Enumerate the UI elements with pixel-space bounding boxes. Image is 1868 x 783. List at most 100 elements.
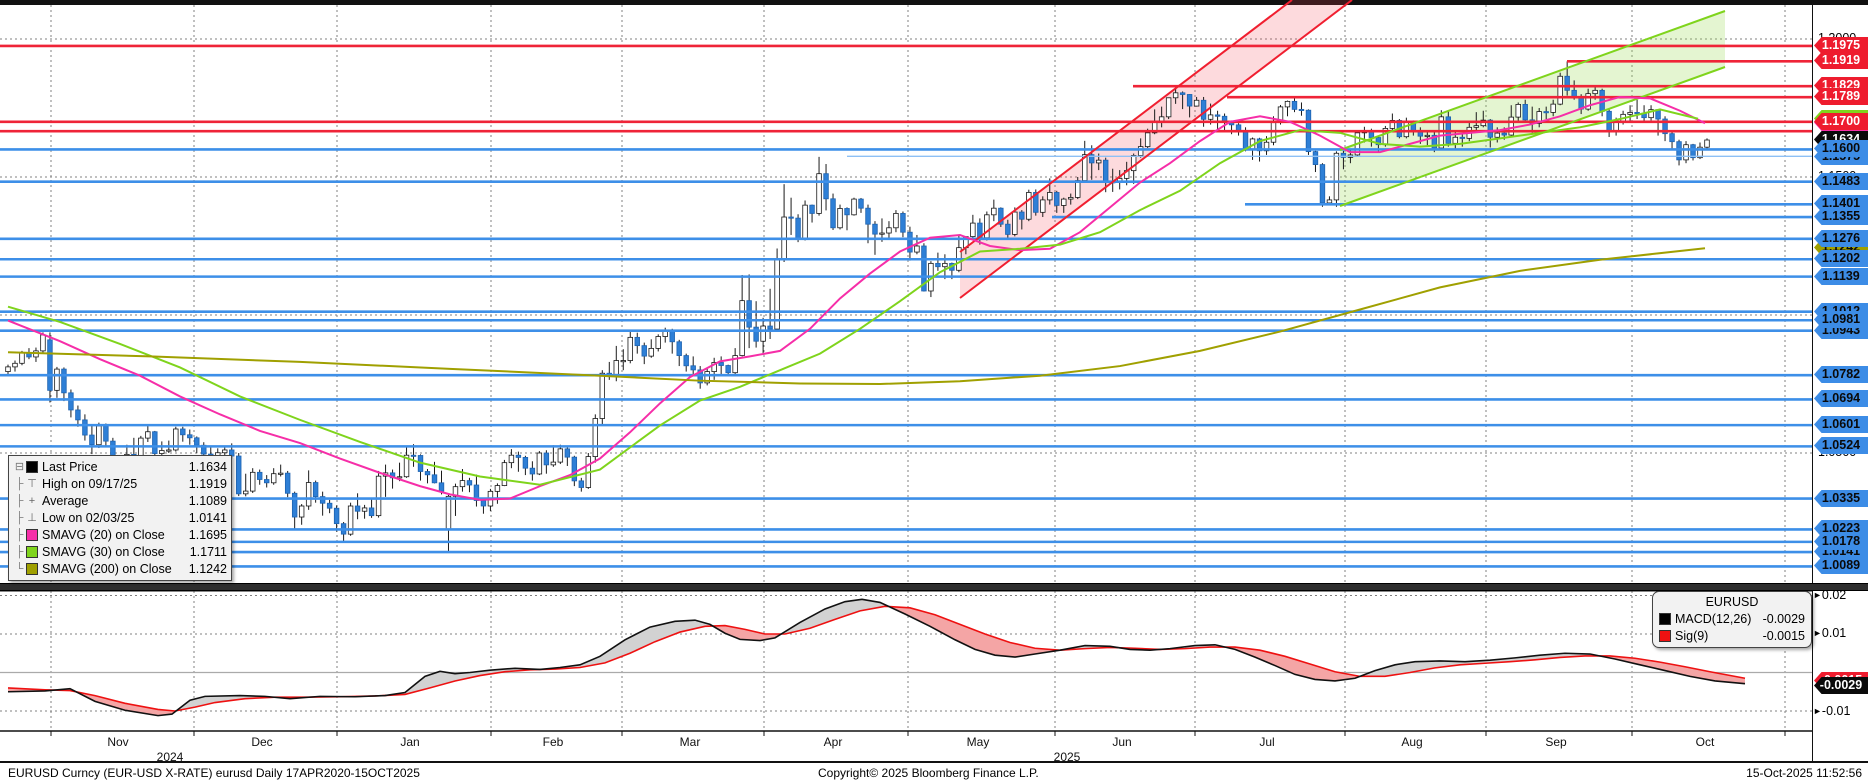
candle-body — [879, 232, 885, 235]
macd-line — [7, 598, 1746, 717]
candle-body — [243, 490, 249, 495]
macd-fill — [728, 626, 732, 637]
candle-body — [194, 437, 200, 446]
legend-marker-icon: ⊤ — [27, 478, 37, 490]
legend-label: High on 09/17/25 — [42, 476, 138, 491]
legend-label: Low on 02/03/25 — [42, 510, 135, 525]
macd-fill — [108, 698, 112, 707]
price-axis-label: 1.1600 — [1814, 140, 1868, 157]
candle-body — [1214, 114, 1221, 117]
candle-body — [1431, 134, 1438, 149]
chart-plot-area[interactable] — [0, 0, 1812, 761]
macd-fill — [112, 699, 116, 708]
candle-body — [669, 330, 675, 343]
price-axis-label: 1.1139 — [1814, 268, 1868, 285]
macd-fill — [828, 606, 832, 622]
macd-fill — [656, 624, 660, 642]
macd-fill — [1676, 665, 1680, 675]
candle-body — [466, 480, 473, 486]
macd-fill — [956, 622, 960, 643]
macd-fill — [844, 601, 848, 617]
candle-body — [1515, 104, 1521, 118]
candle-body — [1592, 89, 1598, 95]
candle-body — [1501, 132, 1507, 136]
macd-legend-title: EURUSD — [1705, 595, 1759, 609]
macd-legend-label: MACD(12,26) — [1675, 611, 1752, 626]
macd-fill — [1428, 661, 1432, 670]
macd-fill — [1384, 666, 1388, 677]
macd-fill — [1644, 659, 1648, 667]
macd-fill — [1296, 659, 1300, 676]
macd-fill — [928, 612, 932, 628]
macd-fill — [764, 633, 768, 640]
candle-body — [921, 245, 927, 292]
macd-fill — [148, 707, 152, 715]
candle-body — [536, 452, 543, 475]
axis-tick-arrow-icon: ► — [1813, 706, 1822, 716]
candle-body — [886, 227, 892, 234]
candle-body — [1662, 118, 1668, 135]
macd-fill — [1688, 667, 1692, 677]
macd-fill — [640, 630, 644, 649]
candle-body — [788, 216, 794, 219]
macd-fill — [1292, 658, 1296, 675]
sma20-line — [7, 95, 1706, 501]
candle-body — [732, 355, 738, 374]
legend-marker-icon: + — [28, 494, 36, 507]
candle-body — [431, 474, 438, 484]
candle-body — [1389, 120, 1396, 129]
macd-fill — [1388, 665, 1392, 676]
candle-body — [270, 473, 277, 484]
timestamp-text: 15-Oct-2025 11:52:56 — [1746, 766, 1862, 780]
macd-fill — [604, 651, 608, 664]
macd-fill — [1680, 665, 1684, 675]
candle-body — [634, 336, 640, 347]
macd-fill — [624, 638, 628, 656]
price-axis-label: 1.1202 — [1814, 250, 1868, 267]
candle-body — [145, 431, 151, 439]
macd-fill — [216, 696, 220, 703]
macd-fill — [872, 601, 876, 609]
candle-body — [54, 368, 60, 391]
macd-fill — [1340, 672, 1344, 681]
macd-fill — [1648, 660, 1652, 668]
macd-fill — [1308, 663, 1312, 679]
candle-body — [40, 334, 46, 352]
macd-fill — [1324, 668, 1328, 681]
price-axis-label: 1.1789 — [1814, 88, 1868, 105]
macd-fill — [1280, 655, 1284, 670]
candle-body — [368, 507, 375, 517]
macd-fill — [1540, 654, 1544, 660]
macd-fill — [196, 697, 200, 707]
macd-fill — [1436, 660, 1440, 668]
macd-fill — [932, 613, 936, 630]
macd-fill — [1020, 644, 1024, 657]
macd-legend-box[interactable]: EURUSD MACD(12,26) -0.0029 Sig(9) -0.0015 — [1652, 591, 1812, 648]
macd-fill — [448, 672, 452, 683]
legend-row: ├ ⊥ Low on 02/03/25 1.0141 — [13, 509, 227, 526]
candle-body — [627, 336, 633, 361]
candle-body — [613, 360, 619, 375]
macd-fill — [992, 636, 996, 656]
candle-body — [564, 448, 571, 458]
legend-label: SMAVG (200) on Close — [42, 561, 172, 576]
candle-body — [68, 392, 74, 411]
price-axis-label: 1.0981 — [1814, 311, 1868, 328]
price-axis-label: 1.0524 — [1814, 437, 1868, 454]
macd-legend-row: Sig(9) -0.0015 — [1659, 627, 1805, 644]
legend-expander-icon[interactable]: ⊟ — [14, 461, 25, 473]
price-legend-box[interactable]: ⊟ Last Price 1.1634 ├ ⊤ High on 09/17/25 1.191… — [8, 455, 232, 581]
legend-tree-line: └ — [15, 562, 24, 575]
candle-body — [1207, 114, 1214, 120]
panel-separator[interactable] — [0, 583, 1868, 591]
macd-fill — [1004, 640, 1008, 657]
macd-fill — [1284, 656, 1288, 672]
macd-fill — [864, 599, 868, 611]
candle-body — [1200, 99, 1207, 120]
macd-fill — [968, 627, 972, 648]
legend-row: ├ SMAVG (30) on Close 1.1711 — [13, 543, 227, 560]
candle-body — [1172, 92, 1179, 99]
macd-fill — [200, 696, 204, 706]
price-axis-label: 1.0782 — [1814, 366, 1868, 383]
legend-row: ├ ⊤ High on 09/17/25 1.1919 — [13, 475, 227, 492]
